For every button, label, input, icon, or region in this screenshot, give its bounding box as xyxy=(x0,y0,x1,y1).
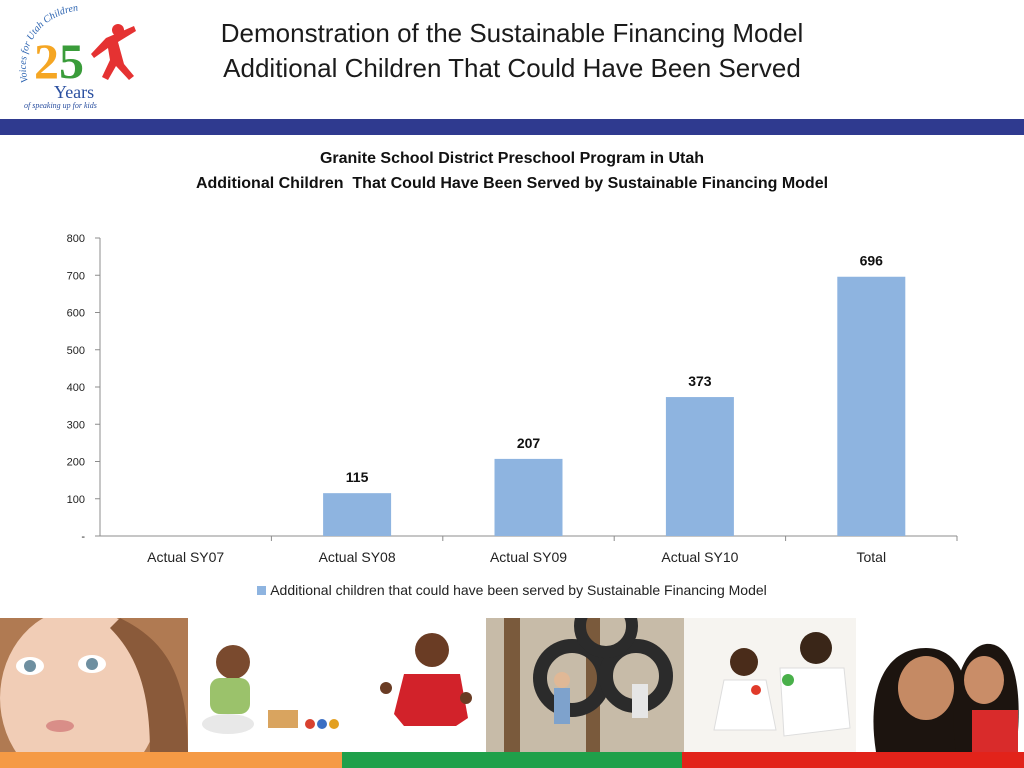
bar-value-label: 696 xyxy=(860,253,884,269)
y-tick-label: 500 xyxy=(67,345,85,357)
header-band xyxy=(0,119,1024,135)
photo-toddler-with-blocks xyxy=(188,618,364,752)
logo-digit: 2 xyxy=(34,33,59,89)
bar-value-label: 115 xyxy=(346,469,369,485)
x-category-label: Actual SY08 xyxy=(319,549,396,565)
footer-orange-segment xyxy=(0,752,342,768)
y-tick-label: 700 xyxy=(67,270,85,282)
x-category-label: Total xyxy=(857,549,887,565)
photo-children-playground-tires xyxy=(486,618,684,752)
chart-subtitle: Additional Children That Could Have Been… xyxy=(195,175,829,192)
y-tick-label: 100 xyxy=(67,494,85,506)
logo-figure-icon xyxy=(91,24,136,80)
x-category-label: Actual SY07 xyxy=(147,549,224,565)
photo-mother-and-daughter-hugging xyxy=(856,618,1024,752)
photo-father-and-child-playing xyxy=(684,618,856,752)
bar xyxy=(665,397,734,536)
bar xyxy=(494,458,563,536)
logo-digit: 5 xyxy=(59,33,84,89)
y-tick-label: 300 xyxy=(67,419,85,431)
slide-title-line-2: Additional Children That Could Have Been… xyxy=(223,53,801,83)
y-tick-label: 600 xyxy=(67,308,85,320)
bar-value-label: 207 xyxy=(517,435,541,451)
chart-legend: Additional children that could have been… xyxy=(0,582,1024,598)
photo-baby-in-red xyxy=(364,618,486,752)
voices-for-utah-children-logo: Voices for Utah Children 25 Years of spe… xyxy=(18,4,136,110)
chart-title: Granite School District Preschool Progra… xyxy=(319,150,705,167)
slide-title-line-1: Demonstration of the Sustainable Financi… xyxy=(220,18,804,48)
x-category-label: Actual SY10 xyxy=(661,549,738,565)
photo-girl-face xyxy=(0,618,188,752)
bar-value-label: 373 xyxy=(688,373,712,389)
y-tick-label: 800 xyxy=(67,233,85,245)
logo-tagline: of speaking up for kids xyxy=(24,101,97,110)
y-tick-label: - xyxy=(81,531,85,543)
y-tick-label: 200 xyxy=(67,457,85,469)
bar xyxy=(323,493,392,536)
logo-years: Years xyxy=(54,82,94,102)
slide-header: Voices for Utah Children 25 Years of spe… xyxy=(0,0,1024,118)
logo-number: 25 xyxy=(34,33,84,89)
y-tick-label: 400 xyxy=(67,382,85,394)
footer-color-bar xyxy=(0,752,1024,768)
legend-swatch xyxy=(257,586,267,595)
bar xyxy=(837,276,906,536)
legend-label: Additional children that could have been… xyxy=(270,582,767,598)
footer-red-segment xyxy=(682,752,1024,768)
x-category-label: Actual SY09 xyxy=(490,549,567,565)
children-photo-strip xyxy=(0,618,1024,752)
footer-green-segment xyxy=(342,752,682,768)
